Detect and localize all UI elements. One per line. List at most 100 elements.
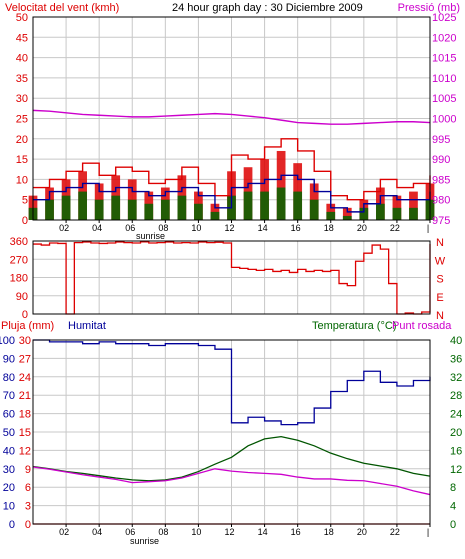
temperature-tick-label: 16 — [450, 445, 462, 457]
hour-tick-label: 06 — [125, 527, 135, 537]
humidity-tick-label: 100 — [0, 335, 15, 347]
humidity-tick-label: 40 — [3, 445, 15, 457]
compass-label: N — [436, 237, 444, 249]
temperature-tick-label: 40 — [450, 335, 462, 347]
rain-axis-label: Pluja (mm) — [1, 320, 54, 332]
rain-tick-label: 24 — [19, 372, 31, 384]
wind-speed-tick-label: 30 — [16, 93, 28, 105]
hour-tick-label: 10 — [191, 527, 201, 537]
compass-label: N — [436, 310, 444, 322]
series-mean_fill-bar — [94, 199, 104, 220]
series-mean_fill-bar — [210, 211, 220, 220]
humidity-tick-label: 30 — [3, 464, 15, 476]
rain-tick-label: 30 — [19, 335, 31, 347]
wind-speed-tick-label: 5 — [22, 195, 28, 207]
pressure-tick-label: 1000 — [432, 114, 456, 126]
direction-axis-ticks: 0 90 180 270 360 — [10, 236, 28, 321]
series-mean_fill-bar — [326, 211, 336, 220]
humidity-axis-label: Humitat — [68, 320, 106, 332]
wind-speed-tick-label: 10 — [16, 174, 28, 186]
hour-tick-label: 22 — [390, 527, 400, 537]
pressure-axis-ticks: 975 980 985 990 995 1000 1005 1010 1015 1020 1025 — [432, 12, 456, 227]
pressure-axis-label: Pressió (mb) — [398, 2, 460, 14]
series-mean_fill-bar — [293, 191, 303, 220]
pressure-tick-label: 1015 — [432, 53, 456, 65]
series-dew_point-line — [32, 466, 431, 496]
direction-tick-label: 0 — [22, 309, 28, 321]
pressure-tick-label: 1005 — [432, 93, 456, 105]
series-humidity-line — [33, 339, 431, 426]
wind-speed-tick-label: 20 — [16, 134, 28, 146]
hour-tick-label: 04 — [92, 223, 102, 233]
series-mean_fill-bar — [260, 191, 269, 220]
hour-tick-label: 16 — [291, 223, 301, 233]
wind-speed-tick-label: 0 — [22, 215, 28, 227]
pressure-tick-label: 980 — [432, 195, 450, 207]
series-mean_fill-bar — [111, 195, 121, 220]
wind-speed-tick-label: 50 — [16, 12, 28, 24]
hour-tick-label: 20 — [357, 527, 367, 537]
wind-panel-hour-ticks: 02 04 06 08 10 12 14 16 18 20 22 | — [59, 220, 431, 233]
series-mean_fill-bar — [177, 195, 187, 220]
direction-tick-label: 90 — [16, 291, 28, 303]
series-gust_fill-bar — [342, 207, 352, 220]
compass-label: E — [436, 292, 443, 304]
pressure-tick-label: 985 — [432, 174, 450, 186]
temperature-tick-label: 20 — [450, 427, 462, 439]
temperature-tick-label: 28 — [450, 390, 462, 402]
rain-tick-label: 21 — [19, 390, 31, 402]
rain-tick-label: 15 — [19, 427, 31, 439]
hour-tick-label: 12 — [224, 527, 234, 537]
direction-tick-label: 360 — [10, 236, 28, 248]
humidity-tick-label: 80 — [3, 372, 15, 384]
humidity-tick-label: 20 — [3, 482, 15, 494]
sunrise-label: sunrise — [136, 231, 165, 241]
hour-tick-label: 12 — [224, 223, 234, 233]
hour-tick-label: 02 — [59, 223, 69, 233]
direction-tick-label: 270 — [10, 254, 28, 266]
series-pressure-line — [32, 109, 431, 125]
series-temperature-line — [32, 435, 431, 482]
pressure-tick-label: 1025 — [432, 12, 456, 24]
series-gust_fill-bar — [260, 159, 269, 220]
temperature-tick-label: 32 — [450, 372, 462, 384]
hour-tick-label: 06 — [125, 223, 135, 233]
humidity-tick-label: 90 — [3, 353, 15, 365]
humidity-tick-label: 60 — [3, 409, 15, 421]
temperature-tick-label: 24 — [450, 409, 462, 421]
hour-tick-label: | — [427, 223, 429, 233]
series-mean_fill-bar — [392, 207, 402, 220]
pressure-tick-label: 995 — [432, 134, 450, 146]
sunrise-label-bottom: sunrise — [130, 536, 159, 546]
hour-tick-label: 20 — [357, 223, 367, 233]
hour-tick-label: | — [427, 527, 429, 537]
humidity-tick-label: 0 — [9, 519, 15, 531]
pressure-tick-label: 990 — [432, 154, 450, 166]
direction-tick-label: 180 — [10, 273, 28, 285]
temperature-tick-label: 12 — [450, 464, 462, 476]
compass-label: W — [435, 255, 446, 267]
series-mean_fill-bar — [409, 207, 418, 220]
direction-panel-frame — [32, 240, 431, 315]
compass-label: S — [436, 274, 443, 286]
series-mean-line — [33, 174, 431, 213]
wind-speed-axis-label: Velocitat del vent (kmh) — [5, 2, 119, 14]
wind-speed-tick-label: 15 — [16, 154, 28, 166]
series-mean_fill-bar — [160, 199, 170, 220]
hour-tick-label: 14 — [258, 527, 268, 537]
direction-panel-series — [33, 241, 431, 315]
rain-tick-label: 6 — [25, 482, 31, 494]
series-mean_fill-bar — [144, 203, 154, 220]
series-gust_fill-bar — [409, 191, 418, 220]
temperature-tick-label: 36 — [450, 353, 462, 365]
rain-axis-ticks: 0 3 6 9 12 15 18 21 24 27 30 — [19, 335, 31, 531]
hour-tick-label: 10 — [191, 223, 201, 233]
temperature-tick-label: 8 — [450, 482, 456, 494]
rain-tick-label: 3 — [25, 501, 31, 513]
wind-speed-tick-label: 25 — [16, 114, 28, 126]
rain-tick-label: 12 — [19, 445, 31, 457]
humidity-tick-label: 50 — [3, 427, 15, 439]
wind-panel-grid — [33, 17, 430, 220]
